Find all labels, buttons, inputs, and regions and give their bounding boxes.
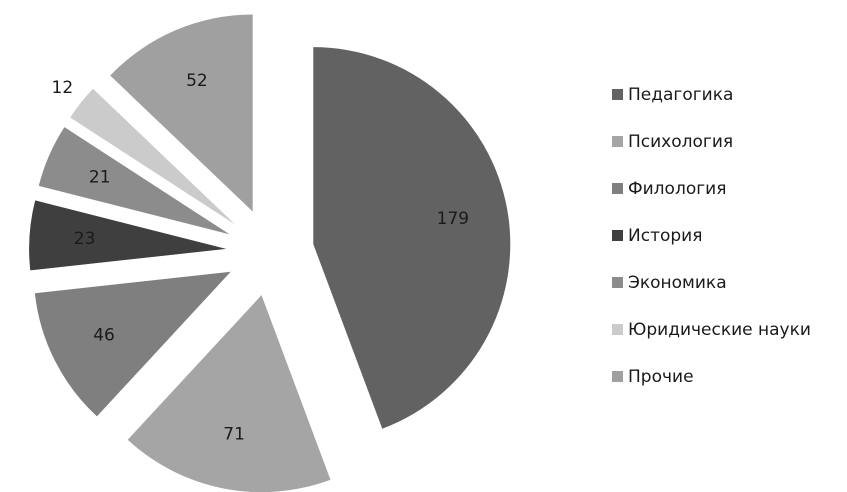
- legend-label: Педагогика: [628, 85, 733, 105]
- legend-label: Филология: [628, 179, 726, 199]
- legend-swatch: [612, 371, 623, 382]
- legend-swatch: [612, 230, 623, 241]
- legend-label: Психология: [628, 132, 733, 152]
- pie-slice: [34, 271, 231, 417]
- pie-slice: [38, 127, 230, 235]
- legend-label: История: [628, 226, 702, 246]
- data-label: 52: [186, 71, 208, 91]
- pie-slice: [29, 200, 227, 271]
- data-label: 71: [223, 424, 245, 444]
- legend-swatch: [612, 136, 623, 147]
- data-label: 46: [93, 326, 115, 346]
- pie-slice: [70, 88, 236, 225]
- data-label: 23: [74, 229, 96, 249]
- legend-label: Прочие: [628, 367, 694, 387]
- pie-slice: [313, 47, 511, 429]
- data-label: 179: [437, 209, 469, 229]
- legend-swatch: [612, 277, 623, 288]
- data-label: 21: [89, 168, 111, 188]
- legend-label: Экономика: [628, 273, 727, 293]
- pie-slice: [110, 14, 253, 212]
- data-label: 12: [52, 78, 74, 98]
- legend-swatch: [612, 89, 623, 100]
- legend-swatch: [612, 324, 623, 335]
- pie-slice: [127, 295, 331, 492]
- legend-label: Юридические науки: [628, 320, 811, 340]
- legend-swatch: [612, 183, 623, 194]
